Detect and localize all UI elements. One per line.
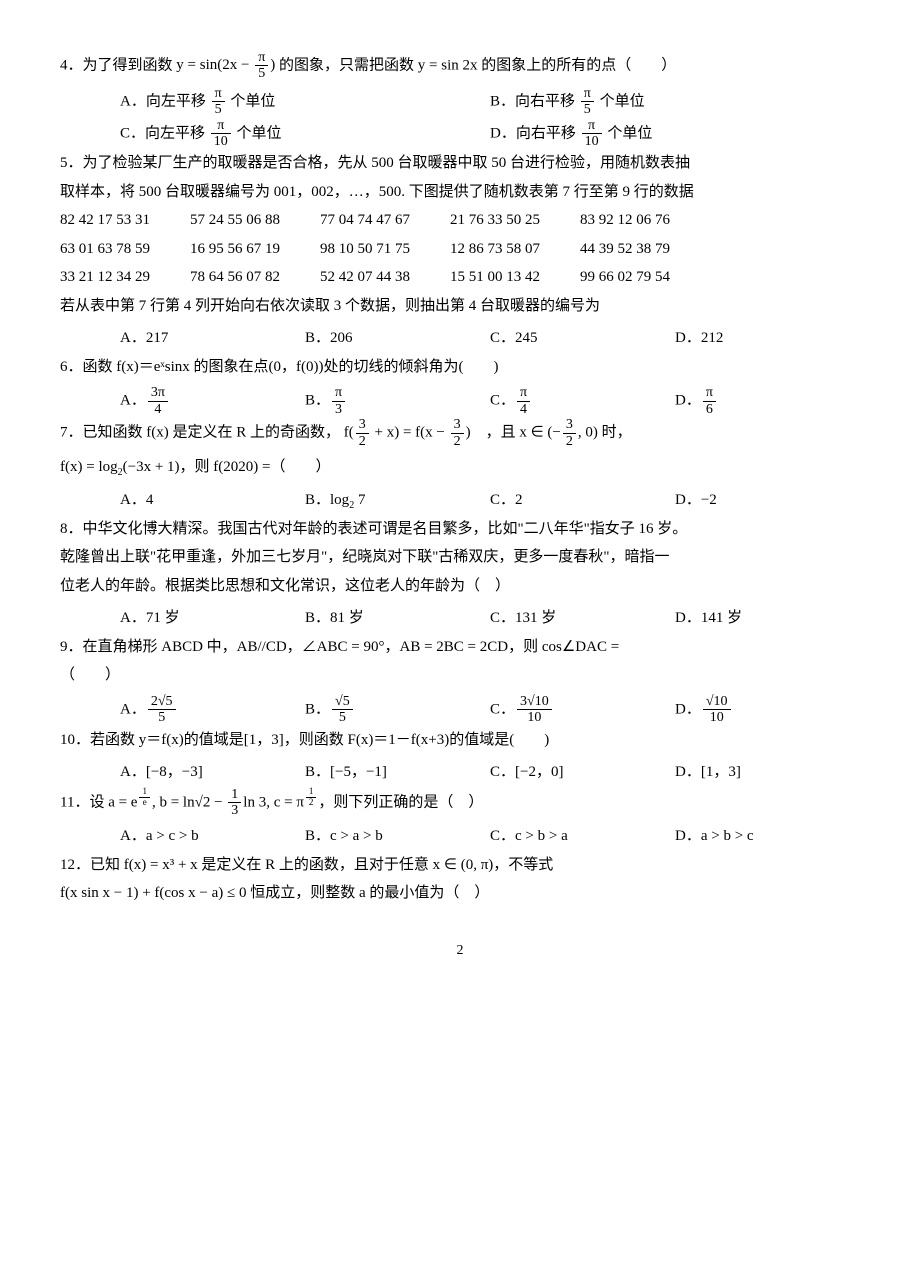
q4-stem-pre: 4．为了得到函数 — [60, 57, 176, 73]
q8-opt-c: C．131 岁 — [490, 604, 675, 633]
q5-opt-a: A．217 — [120, 324, 305, 353]
q10-opt-b: B．[−5，−1] — [305, 758, 490, 787]
q5-line2: 取样本，将 500 台取暖器编号为 001，002，…，500. 下图提供了随机… — [60, 178, 860, 207]
q9-opt-a: A．2√55 — [120, 694, 305, 726]
q6-opt-c: C．π4 — [490, 385, 675, 417]
q6-opt-d: D．π6 — [675, 385, 860, 417]
q11-opt-b: B．c > a > b — [305, 822, 490, 851]
q9-opt-c: C．3√1010 — [490, 694, 675, 726]
q5-row1: 82 42 17 53 3157 24 55 06 8877 04 74 47 … — [60, 206, 860, 235]
q9-opt-b: B．√55 — [305, 694, 490, 726]
q10-options: A．[−8，−3] B．[−5，−1] C．[−2，0] D．[1，3] — [60, 758, 860, 787]
q4-frac1: π5 — [255, 50, 268, 82]
q10-opt-d: D．[1，3] — [675, 758, 860, 787]
q7-opt-b: B．log2 7 — [305, 486, 490, 515]
page-number: 2 — [60, 938, 860, 965]
question-8: 8．中华文化博大精深。我国古代对年龄的表述可谓是名目繁多，比如"二八年华"指女子… — [60, 515, 860, 601]
q5-opt-c: C．245 — [490, 324, 675, 353]
q5-line1: 5．为了检验某厂生产的取暖器是否合格，先从 500 台取暖器中取 50 台进行检… — [60, 149, 860, 178]
q4-opt-c: C．向左平移 π10 个单位 — [120, 118, 490, 150]
q11-options: A．a > c > b B．c > a > b C．c > b > a D．a … — [60, 822, 860, 851]
question-7-line2: f(x) = log2(−3x + 1)，则 f(2020) =（ ） — [60, 453, 860, 482]
question-5: 5．为了检验某厂生产的取暖器是否合格，先从 500 台取暖器中取 50 台进行检… — [60, 149, 860, 320]
question-10: 10．若函数 y＝f(x)的值域是[1，3]，则函数 F(x)＝1－f(x+3)… — [60, 726, 860, 755]
q11-opt-d: D．a > b > c — [675, 822, 860, 851]
question-7: 7．已知函数 f(x) 是定义在 R 上的奇函数， f(32 + x) = f(… — [60, 417, 860, 449]
q5-line3: 若从表中第 7 行第 4 列开始向右依次读取 3 个数据，则抽出第 4 台取暖器… — [60, 292, 860, 321]
q10-opt-a: A．[−8，−3] — [120, 758, 305, 787]
q6-opt-a: A．3π4 — [120, 385, 305, 417]
q5-opt-d: D．212 — [675, 324, 860, 353]
question-4: 4．为了得到函数 y = sin(2x − π5) 的图象，只需把函数 y = … — [60, 50, 860, 82]
q5-row2: 63 01 63 78 5916 95 56 67 1998 10 50 71 … — [60, 235, 860, 264]
q4-options: A．向左平移 π5 个单位 B．向右平移 π5 个单位 C．向左平移 π10 个… — [60, 86, 860, 150]
q9-options: A．2√55 B．√55 C．3√1010 D．√1010 — [60, 694, 860, 726]
q8-opt-d: D．141 岁 — [675, 604, 860, 633]
q4-opt-b: B．向右平移 π5 个单位 — [490, 86, 860, 118]
question-11: 11．设 a = e1e, b = ln√2 − 13ln 3, c = π12… — [60, 787, 860, 819]
q7-opt-d: D．−2 — [675, 486, 860, 515]
q7-opt-a: A．4 — [120, 486, 305, 515]
question-9: 9．在直角梯形 ABCD 中，AB//CD，∠ABC = 90°，AB = 2B… — [60, 633, 860, 690]
q4-func2: y = sin 2x — [418, 57, 478, 73]
q4-stem-post: 的图象上的所有的点（ ） — [481, 57, 676, 73]
q10-opt-c: C．[−2，0] — [490, 758, 675, 787]
q9-opt-d: D．√1010 — [675, 694, 860, 726]
q11-opt-c: C．c > b > a — [490, 822, 675, 851]
q6-opt-b: B．π3 — [305, 385, 490, 417]
q5-opt-b: B．206 — [305, 324, 490, 353]
q8-options: A．71 岁 B．81 岁 C．131 岁 D．141 岁 — [60, 604, 860, 633]
question-6: 6．函数 f(x)＝eˣsinx 的图象在点(0，f(0))处的切线的倾斜角为(… — [60, 353, 860, 382]
q6-options: A．3π4 B．π3 C．π4 D．π6 — [60, 385, 860, 417]
q4-stem-mid: 的图象，只需把函数 — [279, 57, 418, 73]
q7-options: A．4 B．log2 7 C．2 D．−2 — [60, 486, 860, 515]
question-12: 12．已知 f(x) = x³ + x 是定义在 R 上的函数，且对于任意 x … — [60, 851, 860, 908]
q4-opt-d: D．向右平移 π10 个单位 — [490, 118, 860, 150]
q8-opt-b: B．81 岁 — [305, 604, 490, 633]
q4-func1: y = sin(2x − π5) — [176, 57, 279, 73]
q7-opt-c: C．2 — [490, 486, 675, 515]
q11-opt-a: A．a > c > b — [120, 822, 305, 851]
q5-row3: 33 21 12 34 2978 64 56 07 8252 42 07 44 … — [60, 263, 860, 292]
q8-opt-a: A．71 岁 — [120, 604, 305, 633]
q5-options: A．217 B．206 C．245 D．212 — [60, 324, 860, 353]
q4-opt-a: A．向左平移 π5 个单位 — [120, 86, 490, 118]
